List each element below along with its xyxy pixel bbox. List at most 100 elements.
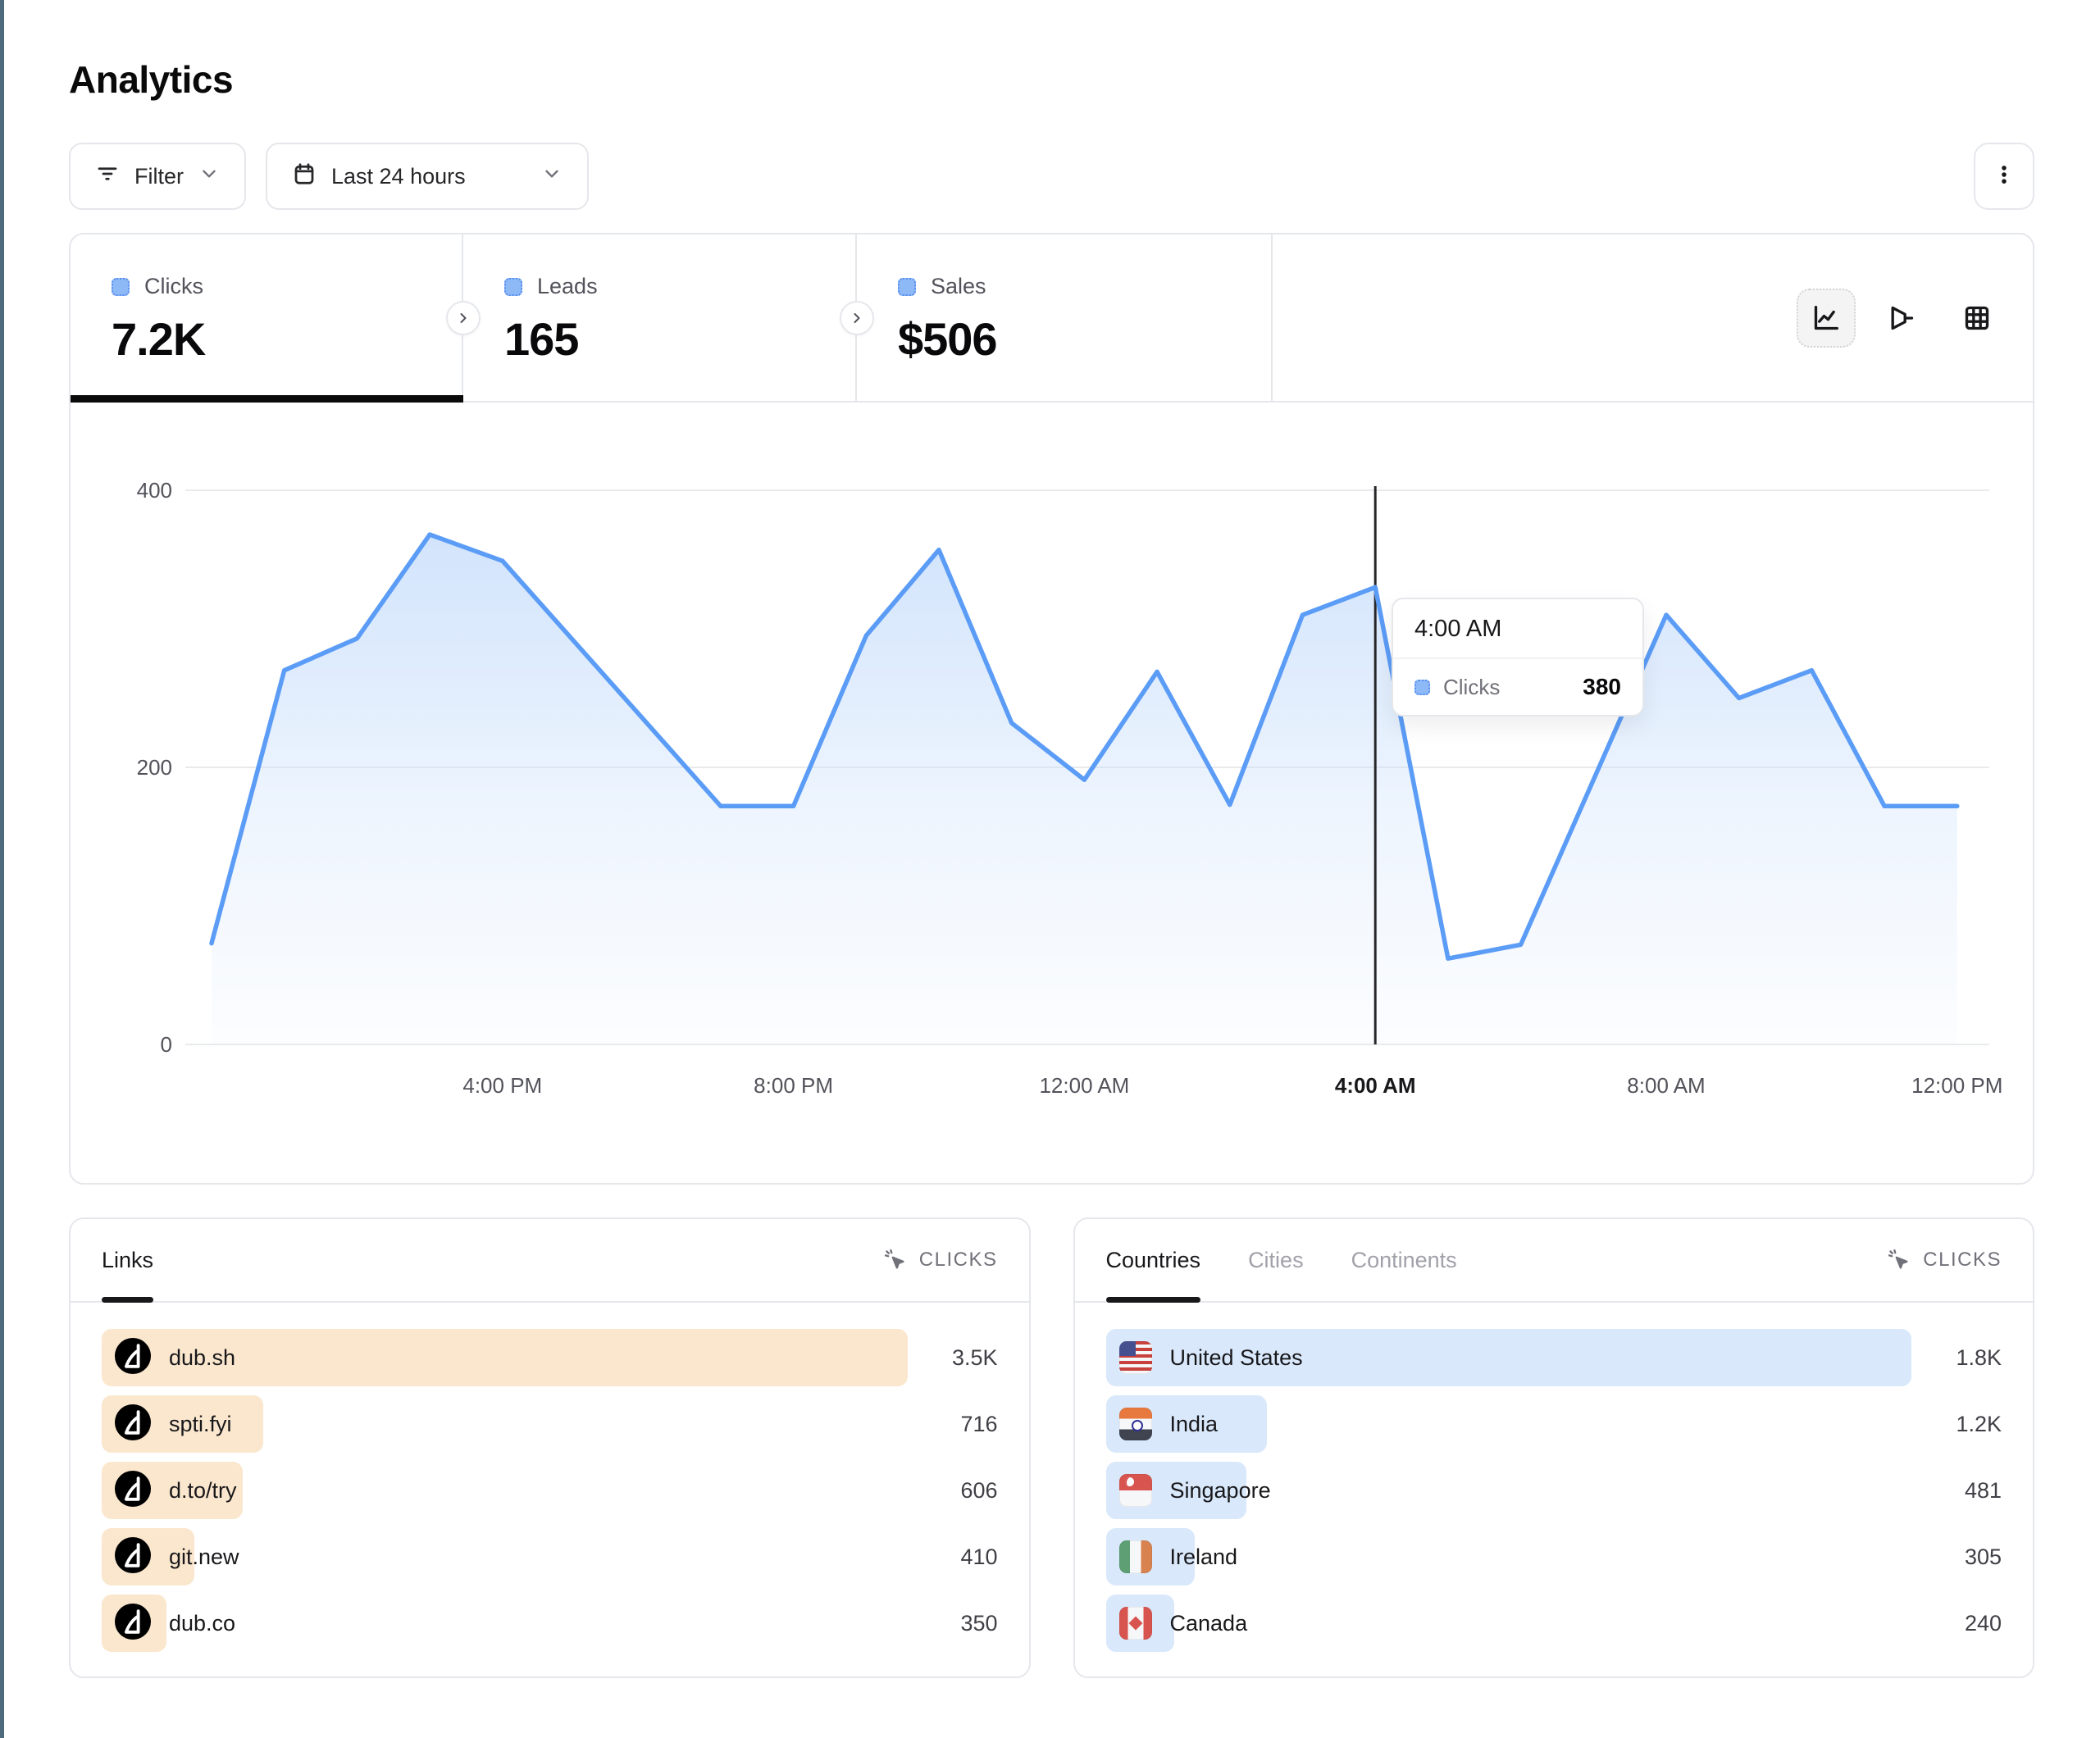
in-flag-icon (1118, 1408, 1152, 1440)
countries-list: United States 1.8K India 1.2K Singapore 481 Ir… (1075, 1303, 2034, 1677)
svg-text:4:00 PM: 4:00 PM (462, 1073, 542, 1098)
chevron-down-icon (198, 163, 220, 190)
calendar-icon (292, 162, 317, 192)
locations-metric-header: CLICKS (1923, 1249, 2002, 1271)
svg-text:400: 400 (137, 478, 172, 503)
cursor-click-icon (884, 1249, 904, 1269)
toolbar: Filter Last 24 hours (69, 143, 2034, 210)
sg-flag-icon (1118, 1474, 1152, 1507)
links-list: dub.sh 3.5K spti.fyi 716 d.to/try 606 git.n… (71, 1303, 1029, 1677)
tab-clicks[interactable]: Clicks 7.2K (71, 234, 463, 403)
clicks-metric-value: 7.2K (112, 313, 206, 365)
expand-leads-sales-button[interactable] (840, 300, 874, 335)
dub-logo-icon (115, 1470, 151, 1511)
chevron-right-icon (854, 312, 860, 323)
tab-links[interactable]: Links (102, 1219, 154, 1303)
svg-text:8:00 AM: 8:00 AM (1627, 1073, 1705, 1098)
table-view-button[interactable] (1947, 289, 2007, 348)
list-item[interactable]: United States 1.8K (1105, 1329, 2002, 1386)
dub-logo-icon (115, 1337, 151, 1378)
list-item[interactable]: spti.fyi 716 (102, 1395, 998, 1453)
tab-sales[interactable]: Sales $506 (857, 234, 1273, 401)
item-clicks-value: 1.2K (1956, 1411, 2002, 1436)
line-chart-view-button[interactable] (1797, 288, 1856, 348)
item-name: United States (1169, 1344, 1303, 1370)
item-clicks-value: 410 (960, 1544, 998, 1569)
list-item[interactable]: Singapore 481 (1105, 1462, 2002, 1519)
kebab-menu-icon (1992, 162, 2016, 191)
item-clicks-value: 716 (960, 1411, 998, 1436)
tab-countries[interactable]: Countries (1105, 1219, 1200, 1303)
locations-tabs: Countries Cities Continents (1105, 1219, 1457, 1303)
funnel-view-button[interactable] (1872, 289, 1931, 348)
item-name: Singapore (1169, 1477, 1271, 1503)
tab-leads[interactable]: Leads 165 (463, 234, 857, 401)
svg-text:0: 0 (161, 1032, 172, 1057)
sales-legend-square (898, 277, 916, 296)
item-clicks-value: 606 (960, 1477, 998, 1503)
item-name: Ireland (1169, 1544, 1238, 1569)
leads-metric-value: 165 (504, 313, 579, 365)
list-item[interactable]: Canada 240 (1105, 1595, 2002, 1652)
tab-cities[interactable]: Cities (1248, 1247, 1304, 1272)
date-range-button[interactable]: Last 24 hours (266, 143, 589, 210)
item-clicks-value: 305 (1964, 1544, 2002, 1569)
list-item[interactable]: d.to/try 606 (102, 1462, 998, 1519)
more-options-button[interactable] (1974, 143, 2034, 210)
filter-button[interactable]: Filter (69, 143, 246, 210)
tooltip-value: 380 (1583, 674, 1621, 699)
analytics-page: Analytics Filter Last 24 hou (69, 57, 2034, 1678)
dub-logo-icon (115, 1404, 151, 1445)
clicks-timeseries-chart[interactable]: 0 200 400 4:00 PM 8:00 PM 12:00 AM 4:00 AM 8:00… (71, 403, 2033, 1183)
list-item[interactable]: dub.sh 3.5K (102, 1329, 998, 1386)
table-grid-icon (1965, 306, 1989, 330)
tooltip-series-label: Clicks (1443, 674, 1501, 699)
svg-text:4:00 AM: 4:00 AM (1335, 1073, 1416, 1098)
value-bar (1105, 1329, 1911, 1386)
tab-continents[interactable]: Continents (1351, 1247, 1457, 1272)
filter-button-label: Filter (134, 163, 184, 189)
page-title: Analytics (69, 58, 234, 101)
clicks-metric-label: Clicks (144, 274, 203, 298)
svg-text:12:00 PM: 12:00 PM (1911, 1073, 2002, 1098)
analytics-chart-card: Clicks 7.2K Leads 165 Sales $506 (69, 233, 2034, 1185)
item-name: spti.fyi (169, 1411, 232, 1436)
leads-metric-label: Leads (537, 274, 598, 298)
chevron-right-icon (460, 312, 467, 323)
svg-text:8:00 PM: 8:00 PM (754, 1073, 833, 1098)
dub-logo-icon (115, 1536, 151, 1577)
sales-metric-label: Sales (931, 274, 986, 298)
expand-clicks-leads-button[interactable] (446, 300, 481, 335)
tooltip-legend-square (1414, 679, 1430, 695)
list-item[interactable]: India 1.2K (1105, 1395, 2002, 1453)
dub-logo-icon (115, 1603, 151, 1644)
sales-metric-value: $506 (898, 313, 998, 365)
us-flag-icon (1118, 1341, 1152, 1374)
locations-metric-selector[interactable]: CLICKS (1887, 1248, 2002, 1272)
chart-view-switcher (1797, 288, 2007, 348)
links-metric-selector[interactable]: CLICKS (883, 1248, 998, 1272)
list-item[interactable]: Ireland 305 (1105, 1528, 2002, 1586)
clicks-legend-square (112, 277, 130, 296)
svg-text:12:00 AM: 12:00 AM (1039, 1073, 1129, 1098)
chart-tooltip: 4:00 AM Clicks 380 (1392, 598, 1644, 717)
item-clicks-value: 240 (1964, 1610, 2002, 1636)
item-clicks-value: 481 (1964, 1477, 2002, 1503)
links-panel: Links CLICKS dub.sh 3.5K spti.fyi 716 d.to… (69, 1217, 1031, 1678)
line-chart-icon (1814, 305, 1838, 330)
links-metric-header: CLICKS (918, 1249, 998, 1271)
date-range-label: Last 24 hours (331, 163, 466, 189)
tooltip-time: 4:00 AM (1393, 599, 1642, 659)
list-item[interactable]: git.new 410 (102, 1528, 998, 1586)
cursor-click-icon (1888, 1249, 1908, 1269)
chevron-down-icon (541, 163, 563, 190)
locations-panel: Countries Cities Continents CLICKS United … (1073, 1217, 2034, 1678)
list-item[interactable]: dub.co 350 (102, 1595, 998, 1652)
page-left-accent (0, 0, 4, 1738)
item-name: dub.co (169, 1610, 236, 1636)
metric-tabs: Clicks 7.2K Leads 165 Sales $506 (71, 234, 2033, 403)
item-name: dub.sh (169, 1344, 236, 1370)
item-name: d.to/try (169, 1477, 237, 1503)
filter-icon (95, 162, 120, 192)
clicks-chart-svg: 0 200 400 4:00 PM 8:00 PM 12:00 AM 4:00 AM 8:00… (137, 478, 2003, 1098)
